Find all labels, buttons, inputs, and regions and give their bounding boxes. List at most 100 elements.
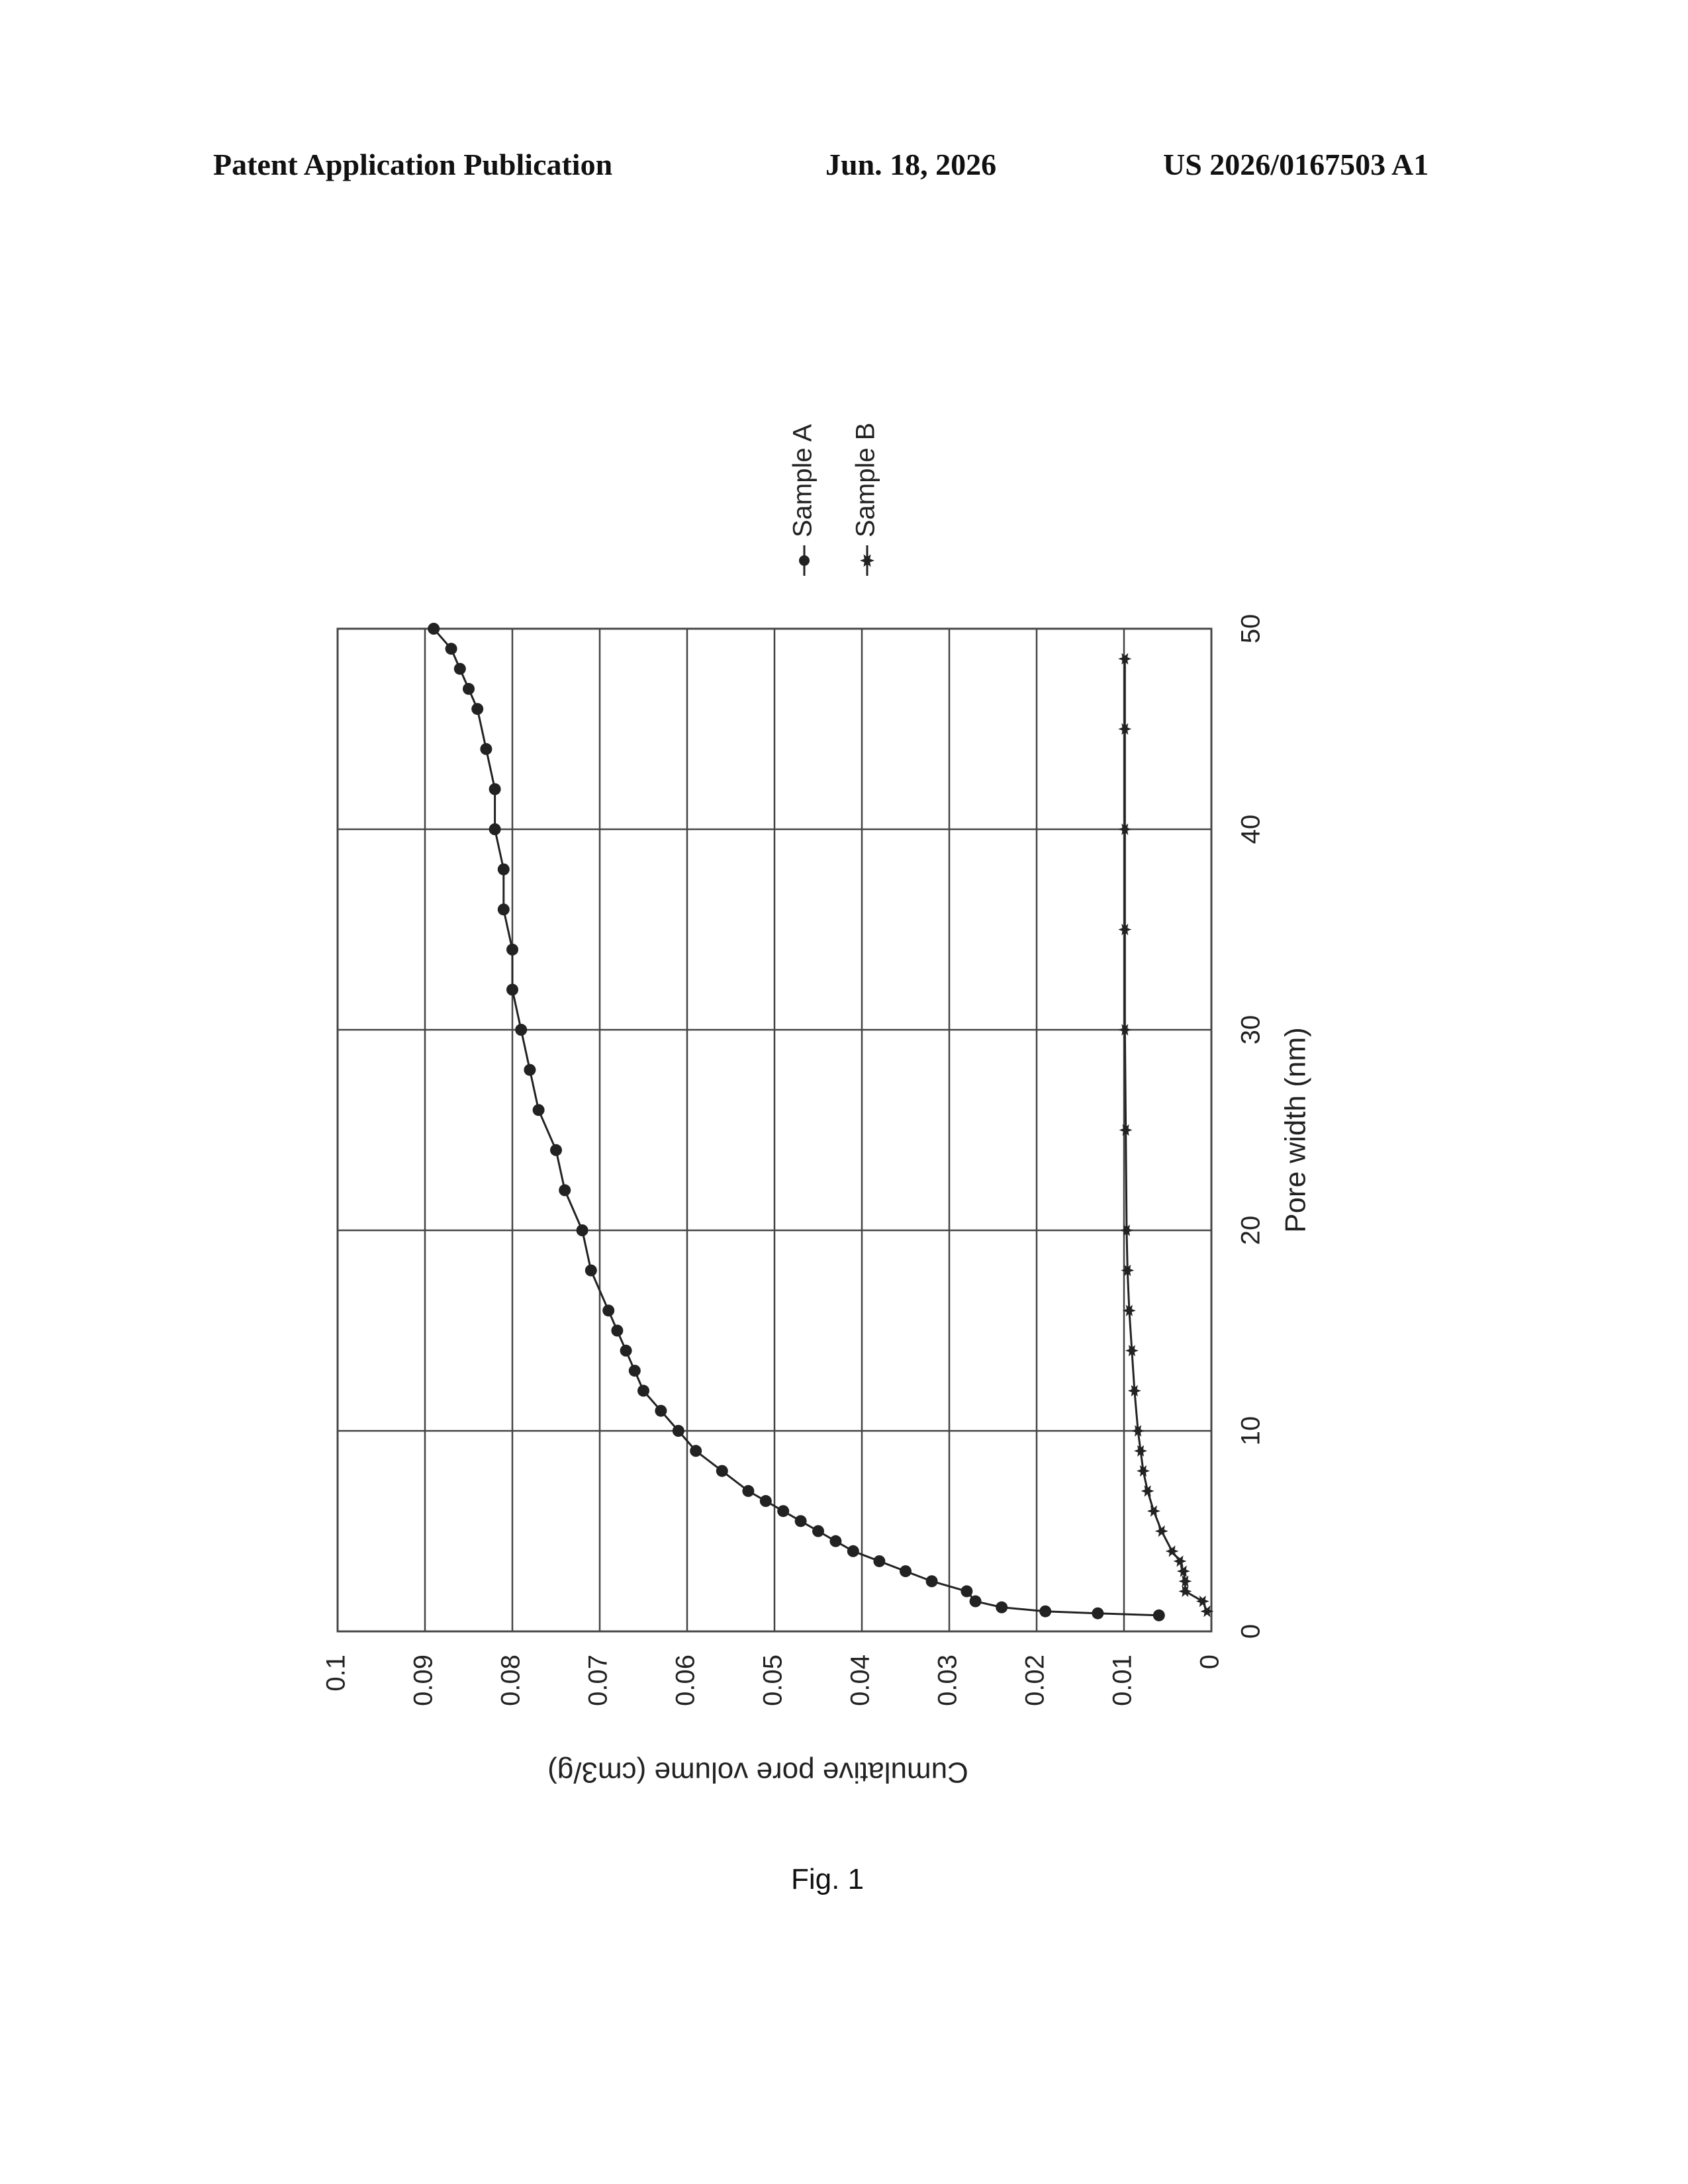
grid-lines bbox=[336, 627, 1213, 1633]
y-tick-label: 0.09 bbox=[409, 1655, 438, 1706]
data-point bbox=[1178, 1575, 1192, 1587]
x-tick-label: 0 bbox=[1237, 1624, 1266, 1639]
data-point bbox=[1134, 1445, 1148, 1457]
data-point bbox=[559, 1184, 571, 1197]
x-tick-label: 20 bbox=[1237, 1216, 1266, 1246]
data-point bbox=[900, 1565, 912, 1578]
data-point bbox=[628, 1365, 641, 1377]
data-point bbox=[829, 1535, 842, 1547]
x-tick-label: 40 bbox=[1237, 815, 1266, 844]
y-tick-label: 0.04 bbox=[846, 1655, 875, 1706]
data-point bbox=[497, 903, 510, 916]
data-point bbox=[1165, 1545, 1179, 1557]
data-point bbox=[655, 1404, 667, 1417]
series-line bbox=[433, 628, 1159, 1617]
data-point bbox=[637, 1385, 649, 1397]
figure-label: Fig. 1 bbox=[791, 1863, 865, 1895]
data-point bbox=[550, 1144, 562, 1156]
data-point bbox=[1120, 1224, 1133, 1236]
data-point bbox=[1178, 1585, 1192, 1598]
series-sample-a bbox=[428, 623, 1165, 1621]
data-point bbox=[794, 1515, 807, 1527]
data-point bbox=[515, 1024, 528, 1036]
data-point bbox=[1122, 1304, 1136, 1316]
legend-label: Sample A bbox=[788, 424, 818, 537]
legend-label: Sample B bbox=[851, 423, 880, 537]
x-tick-label: 10 bbox=[1237, 1416, 1266, 1446]
data-point bbox=[524, 1064, 536, 1076]
data-point bbox=[611, 1324, 624, 1337]
data-point bbox=[777, 1505, 790, 1518]
data-point bbox=[620, 1344, 632, 1357]
y-tick-label: 0.05 bbox=[759, 1655, 788, 1706]
y-tick-label: 0 bbox=[1196, 1655, 1225, 1669]
legend-marker bbox=[860, 554, 874, 567]
data-point bbox=[1137, 1465, 1150, 1477]
legend-marker bbox=[799, 555, 810, 566]
data-point bbox=[961, 1585, 973, 1598]
data-point bbox=[506, 943, 518, 956]
series-layer bbox=[428, 623, 1214, 1621]
data-point bbox=[1152, 1609, 1165, 1621]
data-point bbox=[1119, 1124, 1133, 1136]
data-point bbox=[1200, 1606, 1214, 1617]
data-point bbox=[716, 1465, 728, 1477]
data-point bbox=[1147, 1505, 1160, 1517]
publication-number: US 2026/0167503 A1 bbox=[1163, 148, 1429, 181]
data-point bbox=[925, 1575, 938, 1588]
data-point bbox=[1118, 723, 1132, 735]
data-point bbox=[873, 1555, 886, 1567]
data-point bbox=[1118, 923, 1132, 936]
data-point bbox=[742, 1484, 755, 1497]
data-point bbox=[463, 682, 475, 695]
data-point bbox=[1131, 1425, 1145, 1437]
y-tick-label: 0.03 bbox=[933, 1655, 962, 1706]
data-point bbox=[428, 623, 440, 635]
data-point bbox=[1127, 1385, 1141, 1397]
x-tick-label: 50 bbox=[1237, 614, 1266, 644]
publication-date: Jun. 18, 2026 bbox=[825, 148, 997, 181]
publication-type: Patent Application Publication bbox=[213, 148, 613, 181]
x-axis-label: Pore width (nm) bbox=[1280, 1027, 1312, 1233]
series-line bbox=[1123, 659, 1208, 1612]
y-tick-label: 0.06 bbox=[671, 1655, 700, 1706]
data-point bbox=[1039, 1605, 1052, 1617]
data-point bbox=[1121, 1264, 1135, 1277]
data-point bbox=[1118, 653, 1132, 665]
data-point bbox=[1092, 1607, 1104, 1619]
data-point bbox=[996, 1601, 1008, 1614]
data-point bbox=[585, 1264, 597, 1277]
data-point bbox=[1118, 1024, 1132, 1036]
data-point bbox=[1173, 1555, 1187, 1567]
data-point bbox=[847, 1545, 859, 1557]
y-axis-label: Cumulative pore volume (cm3/g) bbox=[547, 1756, 968, 1788]
y-tick-label: 0.07 bbox=[584, 1655, 613, 1706]
legend: Sample A Sample B bbox=[788, 423, 880, 576]
x-tick-label: 30 bbox=[1237, 1015, 1266, 1045]
data-point bbox=[506, 983, 518, 996]
x-axis-ticks: 0 10 20 30 40 50 bbox=[1237, 614, 1266, 1639]
data-point bbox=[759, 1495, 772, 1508]
data-point bbox=[445, 643, 457, 655]
data-point bbox=[480, 743, 492, 755]
data-point bbox=[672, 1425, 684, 1437]
data-point bbox=[602, 1304, 615, 1317]
data-point bbox=[969, 1595, 982, 1608]
data-point bbox=[1125, 1345, 1139, 1357]
data-point bbox=[690, 1445, 702, 1457]
data-point bbox=[497, 863, 510, 876]
data-point bbox=[1141, 1485, 1154, 1497]
data-point bbox=[1176, 1565, 1190, 1577]
data-point bbox=[1118, 823, 1132, 835]
data-point bbox=[471, 703, 484, 715]
data-point bbox=[489, 783, 501, 796]
data-point bbox=[1196, 1595, 1209, 1608]
data-point bbox=[453, 662, 466, 675]
data-point bbox=[576, 1224, 588, 1236]
data-point bbox=[532, 1104, 545, 1116]
y-tick-label: 0.1 bbox=[322, 1655, 351, 1692]
data-point bbox=[1154, 1525, 1168, 1537]
y-axis-ticks: 0 0.01 0.02 0.03 0.04 0.05 0.06 0.07 0.08 0.09 0.1 bbox=[322, 1655, 1225, 1706]
page-header: Patent Application Publication Jun. 18, … bbox=[0, 147, 1688, 187]
